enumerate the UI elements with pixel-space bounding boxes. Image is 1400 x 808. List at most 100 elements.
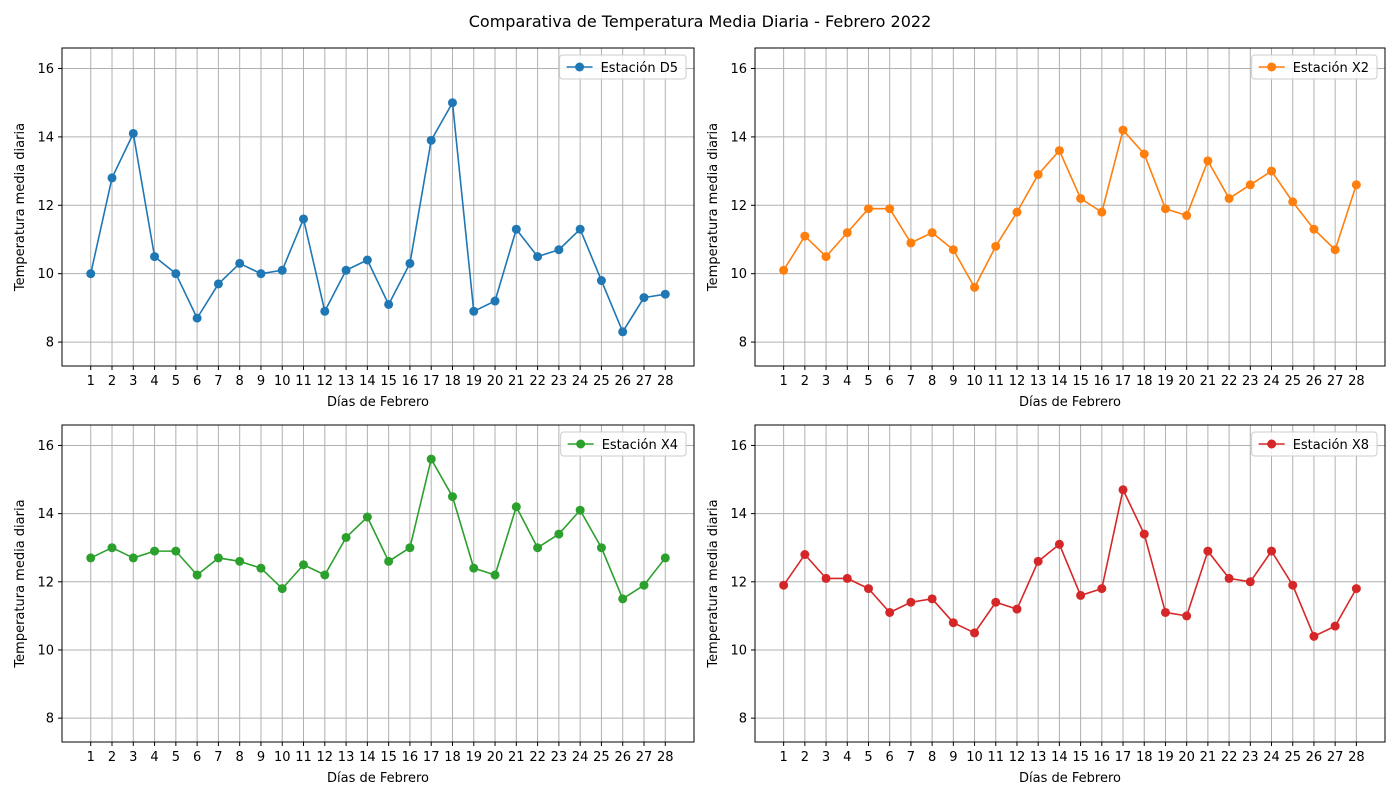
x-tick-label: 4 xyxy=(150,374,158,389)
data-point xyxy=(779,265,789,275)
x-tick-label: 24 xyxy=(572,750,589,765)
y-tick-label: 8 xyxy=(739,336,747,351)
x-tick-label: 21 xyxy=(508,374,525,389)
legend: Estación X8 xyxy=(1251,431,1378,457)
x-axis-label: Días de Febrero xyxy=(1019,395,1121,410)
x-tick-label: 19 xyxy=(465,374,482,389)
data-point xyxy=(885,204,895,214)
data-point xyxy=(1054,146,1064,156)
x-tick-label: 26 xyxy=(614,750,631,765)
data-point xyxy=(86,269,96,279)
data-point xyxy=(821,252,831,262)
series-line xyxy=(782,488,1358,638)
data-point xyxy=(362,512,372,522)
data-point xyxy=(1012,604,1022,614)
data-point xyxy=(511,502,521,512)
x-tick-label: 18 xyxy=(1136,750,1153,765)
legend-box xyxy=(560,431,687,457)
data-point xyxy=(1267,166,1277,176)
legend-marker xyxy=(576,439,586,449)
x-tick-label: 11 xyxy=(987,750,1004,765)
data-point xyxy=(341,532,351,542)
data-point xyxy=(618,594,628,604)
data-point xyxy=(1288,580,1298,590)
data-point xyxy=(906,597,916,607)
y-tick-label: 10 xyxy=(730,267,747,282)
legend-box xyxy=(1251,54,1378,80)
data-point xyxy=(639,580,649,590)
y-tick-label: 12 xyxy=(730,575,747,590)
x-tick-label: 10 xyxy=(966,750,983,765)
x-tick-label: 26 xyxy=(614,374,631,389)
data-point xyxy=(1224,193,1234,203)
x-tick-label: 5 xyxy=(172,750,180,765)
x-tick-label: 20 xyxy=(1178,750,1195,765)
x-tick-label: 6 xyxy=(886,374,894,389)
data-point xyxy=(948,618,958,628)
x-tick-label: 9 xyxy=(949,374,957,389)
data-point xyxy=(885,607,895,617)
legend: Estación X4 xyxy=(560,431,687,457)
y-tick-label: 14 xyxy=(730,130,747,145)
x-tick-label: 12 xyxy=(1009,750,1026,765)
y-tick-label: 8 xyxy=(46,336,54,351)
y-tick-label: 16 xyxy=(37,62,54,77)
data-point xyxy=(1160,607,1170,617)
x-tick-label: 13 xyxy=(338,750,355,765)
data-point xyxy=(1351,180,1361,190)
y-tick-label: 8 xyxy=(739,712,747,727)
data-point xyxy=(660,553,670,563)
data-point xyxy=(128,553,138,563)
data-point xyxy=(660,289,670,299)
data-point xyxy=(1288,197,1298,207)
legend-label: Estación X4 xyxy=(602,438,678,453)
axes-frame xyxy=(754,424,1386,743)
x-tick-label: 1 xyxy=(779,374,787,389)
chart-panel-estacion-x8: 1 2 3 4 5 6 7 8 9 10 11 12 13 14 15 16 17 18 19 20 21 22 23 24 2… xyxy=(706,424,1386,786)
data-point xyxy=(800,550,810,560)
data-point xyxy=(1076,590,1086,600)
x-tick-label: 18 xyxy=(444,750,461,765)
x-tick-label: 23 xyxy=(1242,750,1259,765)
x-tick-label: 11 xyxy=(987,374,1004,389)
data-point xyxy=(384,299,394,309)
x-axis-label: Días de Febrero xyxy=(1019,771,1121,786)
x-tick-label: 12 xyxy=(1009,374,1026,389)
x-tick-label: 1 xyxy=(87,374,95,389)
data-point xyxy=(235,258,245,268)
chart-panel-estacion-x2: 1 2 3 4 5 6 7 8 9 10 11 12 13 14 15 16 17 18 19 20 21 22 23 24 2… xyxy=(706,47,1386,410)
data-point xyxy=(1139,149,1149,159)
x-tick-label: 21 xyxy=(1200,374,1217,389)
x-tick-label: 24 xyxy=(1263,750,1280,765)
data-point xyxy=(1203,546,1213,556)
data-point xyxy=(1245,577,1255,587)
x-tick-label: 27 xyxy=(636,750,653,765)
x-tick-label: 1 xyxy=(779,750,787,765)
data-point xyxy=(1033,170,1043,180)
x-tick-label: 16 xyxy=(402,750,419,765)
x-tick-label: 17 xyxy=(1115,750,1132,765)
data-point xyxy=(256,269,266,279)
x-tick-label: 11 xyxy=(295,374,312,389)
axes-frame xyxy=(61,424,695,743)
x-tick-label: 27 xyxy=(1327,374,1344,389)
data-point xyxy=(192,313,202,323)
x-tick-label: 2 xyxy=(801,374,809,389)
data-point xyxy=(991,241,1001,251)
x-tick-label: 26 xyxy=(1306,374,1323,389)
x-tick-label: 8 xyxy=(236,750,244,765)
data-point xyxy=(1309,631,1319,641)
x-tick-label: 7 xyxy=(907,374,915,389)
x-tick-label: 7 xyxy=(907,750,915,765)
y-tick-label: 12 xyxy=(37,575,54,590)
y-tick-label: 10 xyxy=(37,643,54,658)
legend-marker xyxy=(1267,62,1277,72)
data-point xyxy=(299,214,309,224)
x-tick-label: 23 xyxy=(1242,374,1259,389)
x-tick-label: 22 xyxy=(529,750,546,765)
data-point xyxy=(596,276,606,286)
data-point xyxy=(150,546,160,556)
x-tick-label: 28 xyxy=(1348,374,1365,389)
x-tick-label: 3 xyxy=(822,750,830,765)
legend: Estación X2 xyxy=(1251,54,1378,80)
